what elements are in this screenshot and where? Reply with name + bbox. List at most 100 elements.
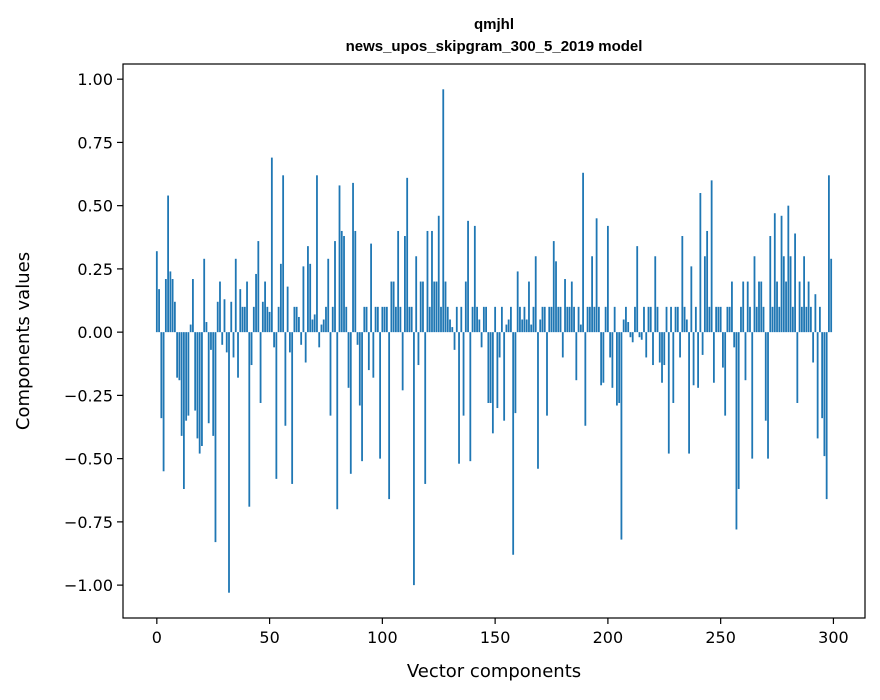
bar [559, 306, 562, 333]
bar [500, 306, 503, 333]
bar [645, 332, 648, 358]
bar [764, 332, 767, 421]
bar [805, 306, 808, 333]
bar [316, 175, 318, 333]
bar [340, 230, 343, 333]
bar [345, 306, 348, 333]
bar [613, 306, 616, 333]
chart-title: qmjhl [474, 16, 514, 33]
bar [304, 332, 307, 363]
bar [374, 306, 377, 333]
bar [358, 332, 361, 406]
bar [329, 332, 332, 416]
bar [767, 332, 769, 459]
bar [701, 332, 704, 355]
bar [237, 332, 239, 378]
y-tick-label: −1.00 [64, 576, 113, 595]
bar [311, 319, 314, 333]
bar [422, 281, 424, 333]
bar [228, 332, 230, 593]
bar [552, 241, 555, 333]
y-tick-label: 0.25 [77, 260, 113, 279]
bar [800, 306, 803, 333]
bar [494, 306, 497, 333]
y-tick-label: −0.50 [64, 450, 113, 469]
bar [787, 205, 790, 333]
bar [699, 193, 702, 333]
bar [243, 306, 246, 333]
bar [241, 306, 244, 333]
bar [649, 306, 652, 333]
bars-group [155, 89, 833, 593]
bar [661, 332, 663, 383]
bar [543, 306, 546, 333]
bar [205, 322, 208, 333]
bar [525, 319, 528, 333]
bar [618, 332, 621, 403]
bar [275, 332, 278, 479]
bar [780, 215, 783, 333]
bar [753, 256, 756, 333]
bar [789, 256, 792, 333]
bar [336, 332, 339, 510]
bar [232, 332, 235, 358]
bar [476, 306, 478, 333]
bar [755, 306, 758, 333]
bar [363, 306, 366, 333]
bar [155, 251, 158, 333]
bar [751, 332, 754, 459]
bar [349, 332, 352, 474]
bar [216, 301, 219, 333]
bar [291, 332, 294, 484]
bar [331, 306, 334, 333]
bar [604, 306, 607, 333]
x-tick-label: 250 [705, 628, 736, 647]
bar [383, 306, 386, 333]
bar [575, 332, 578, 381]
bar [658, 332, 661, 363]
bar [791, 306, 794, 333]
bar [318, 332, 321, 348]
bar [631, 332, 634, 343]
bar [343, 236, 345, 333]
bar [573, 306, 575, 333]
bar [625, 306, 627, 333]
bar [510, 306, 512, 333]
bar [455, 306, 458, 333]
bar [158, 289, 160, 333]
bar [480, 332, 483, 348]
bar [268, 311, 271, 333]
bar [365, 306, 368, 333]
bar [221, 332, 224, 345]
bar [372, 332, 375, 378]
bar [309, 263, 312, 333]
bar [385, 306, 388, 333]
bar [582, 172, 584, 333]
bar [192, 279, 194, 333]
bar [629, 332, 632, 338]
bar [742, 281, 745, 333]
bar [722, 332, 724, 368]
bar [728, 306, 731, 333]
bar [203, 258, 206, 333]
y-tick-label: 0.00 [77, 323, 113, 342]
bar [685, 319, 688, 333]
bar [602, 332, 605, 383]
bar [647, 306, 650, 333]
bar [640, 332, 643, 340]
bar [194, 332, 197, 411]
bar [471, 306, 474, 333]
bar [478, 319, 481, 333]
bar [616, 332, 618, 406]
bar [692, 332, 695, 386]
y-axis: 1.00 0.75 0.50 0.25 0.00 −0.25 −0.50 −0.75 −1.00 [64, 70, 123, 595]
bar [255, 273, 257, 333]
bar [731, 281, 733, 333]
bar [327, 258, 330, 333]
bar [437, 215, 440, 333]
bar [370, 243, 372, 333]
bar [302, 266, 305, 333]
bar [171, 279, 174, 333]
bar [609, 332, 612, 358]
bar [239, 289, 242, 333]
